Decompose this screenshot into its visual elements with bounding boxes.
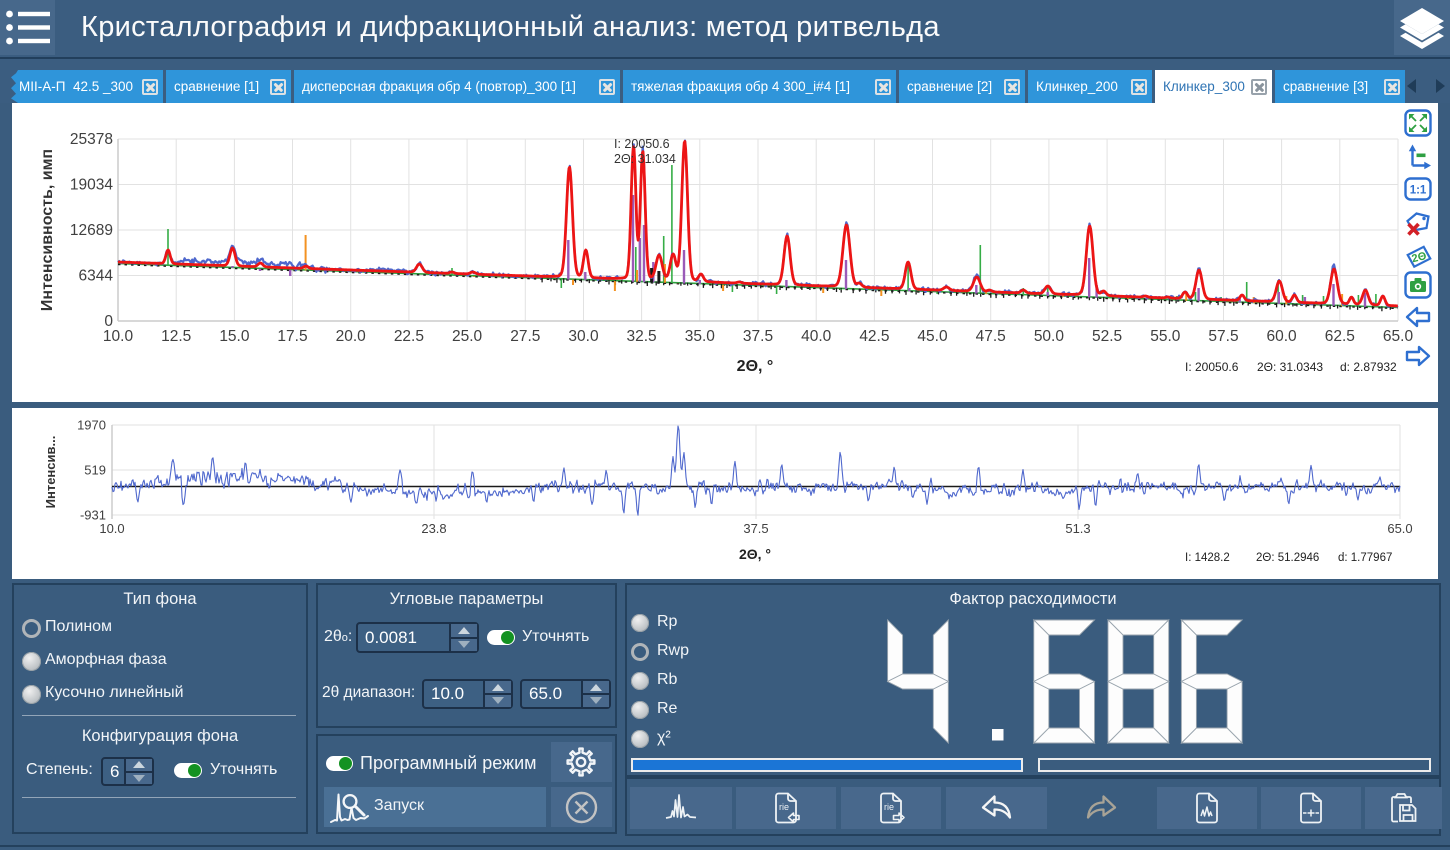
svg-text:62.5: 62.5 [1325,328,1355,345]
svg-text:65.0: 65.0 [1383,328,1414,345]
svg-text:27.5: 27.5 [510,328,540,345]
svg-text:I: 1428.2: I: 1428.2 [1185,552,1230,564]
svg-text:Интенсив...: Интенсив... [43,436,58,509]
svg-text:17.5: 17.5 [277,328,307,345]
svg-text:6344: 6344 [79,268,114,285]
svg-text:519: 519 [84,463,106,478]
svg-text:37.5: 37.5 [743,328,773,345]
svg-text:42.5: 42.5 [859,328,889,345]
svg-text:32.5: 32.5 [627,328,657,345]
svg-text:2Θ: 51.2946: 2Θ: 51.2946 [1256,552,1319,564]
svg-text:1970: 1970 [77,418,106,433]
svg-text:d: 1.77967: d: 1.77967 [1338,552,1392,564]
svg-text:45.0: 45.0 [917,328,948,345]
svg-text:22.5: 22.5 [394,328,424,345]
svg-text:2Θ: 2Θ [1411,250,1429,265]
svg-text:30.0: 30.0 [568,328,599,345]
svg-text:50.0: 50.0 [1034,328,1065,345]
svg-text:51.3: 51.3 [1065,521,1090,536]
svg-text:2Θ, °: 2Θ, ° [737,358,774,375]
svg-text:10.0: 10.0 [99,521,124,536]
svg-text:2Θ: 31.034: 2Θ: 31.034 [614,152,676,166]
svg-text:35.0: 35.0 [685,328,716,345]
svg-text:52.5: 52.5 [1092,328,1122,345]
svg-text:I: 20050.6: I: 20050.6 [614,137,670,151]
svg-text:37.5: 37.5 [743,521,768,536]
svg-text:12.5: 12.5 [161,328,191,345]
svg-text:1:1: 1:1 [1410,185,1427,197]
svg-text:-931: -931 [80,508,106,523]
svg-text:65.0: 65.0 [1387,521,1412,536]
svg-text:d: 2.87932: d: 2.87932 [1340,360,1397,374]
svg-text:47.5: 47.5 [976,328,1006,345]
svg-text:25378: 25378 [70,131,113,148]
svg-text:23.8: 23.8 [421,521,446,536]
svg-text:40.0: 40.0 [801,328,832,345]
svg-text:0: 0 [104,313,113,330]
svg-text:20.0: 20.0 [336,328,367,345]
svg-text:12689: 12689 [70,222,113,239]
svg-text:Интенсивность, имп: Интенсивность, имп [39,149,56,311]
svg-text:2Θ: 31.0343: 2Θ: 31.0343 [1257,360,1323,374]
svg-text:55.0: 55.0 [1150,328,1181,345]
svg-text:60.0: 60.0 [1267,328,1298,345]
svg-text:10.0: 10.0 [103,328,134,345]
svg-text:rie: rie [884,802,894,812]
svg-text:57.5: 57.5 [1208,328,1238,345]
svg-text:15.0: 15.0 [219,328,250,345]
svg-text:2Θ, °: 2Θ, ° [739,546,771,562]
svg-text:rie: rie [779,802,789,812]
svg-text:I: 20050.6: I: 20050.6 [1185,360,1239,374]
svg-text:25.0: 25.0 [452,328,483,345]
svg-text:19034: 19034 [70,177,113,194]
